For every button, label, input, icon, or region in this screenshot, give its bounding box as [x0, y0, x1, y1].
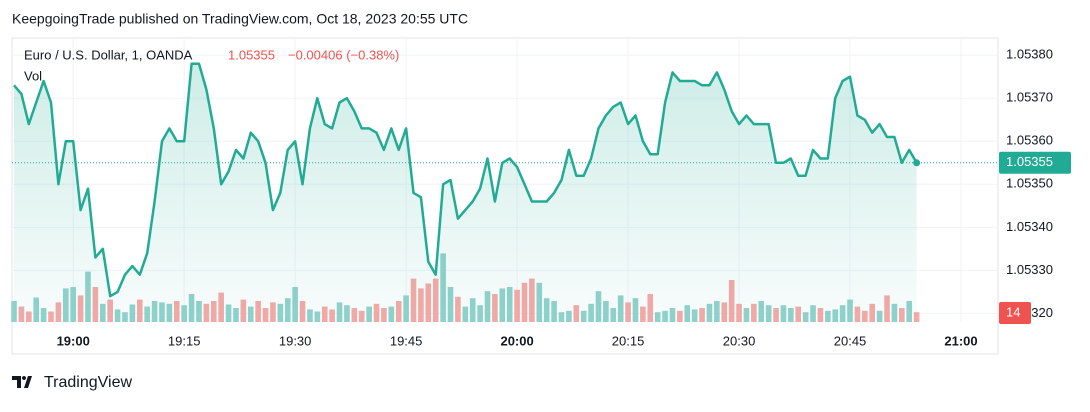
- y-tick-label: 1.05360: [1006, 133, 1053, 148]
- footer-brand: TradingView: [44, 374, 132, 391]
- x-tick-label: 20:45: [834, 333, 867, 348]
- last-price-dot: [913, 159, 921, 167]
- volume-box: [999, 302, 1031, 324]
- x-tick-label: 20:00: [500, 333, 533, 348]
- y-tick-label: 1.05380: [1006, 47, 1053, 62]
- legend-last: 1.05355: [228, 47, 275, 62]
- x-tick-label: 19:15: [168, 333, 201, 348]
- x-tick-label: 19:30: [279, 333, 312, 348]
- chart-frame: [11, 37, 999, 355]
- x-tick-label: 19:45: [390, 333, 423, 348]
- last-price-box: [999, 151, 1071, 174]
- y-tick-label: 1.05370: [1006, 90, 1053, 105]
- legend-change: −0.00406 (−0.38%): [288, 47, 399, 62]
- legend-symbol: Euro / U.S. Dollar, 1, OANDA: [24, 47, 193, 62]
- x-tick-label: 21:00: [944, 333, 977, 348]
- x-tick-label: 19:00: [57, 333, 90, 348]
- x-tick-label: 20:15: [612, 333, 645, 348]
- y-tick-label: 1.05340: [1006, 219, 1053, 234]
- tradingview-logo: [12, 376, 32, 388]
- publish-header: KeepgoingTrade published on TradingView.…: [12, 11, 468, 27]
- price-line: [13, 62, 918, 298]
- legend-volume: Vol: [24, 68, 42, 83]
- volume-bar: [913, 312, 920, 322]
- volume-label: 14: [1006, 304, 1020, 319]
- last-price-label: 1.05355: [1006, 154, 1053, 169]
- price-area: [14, 63, 917, 323]
- y-tick-label: 1.05330: [1006, 262, 1053, 277]
- x-tick-label: 20:30: [723, 333, 756, 348]
- y-tick-label: 1.05350: [1006, 176, 1053, 191]
